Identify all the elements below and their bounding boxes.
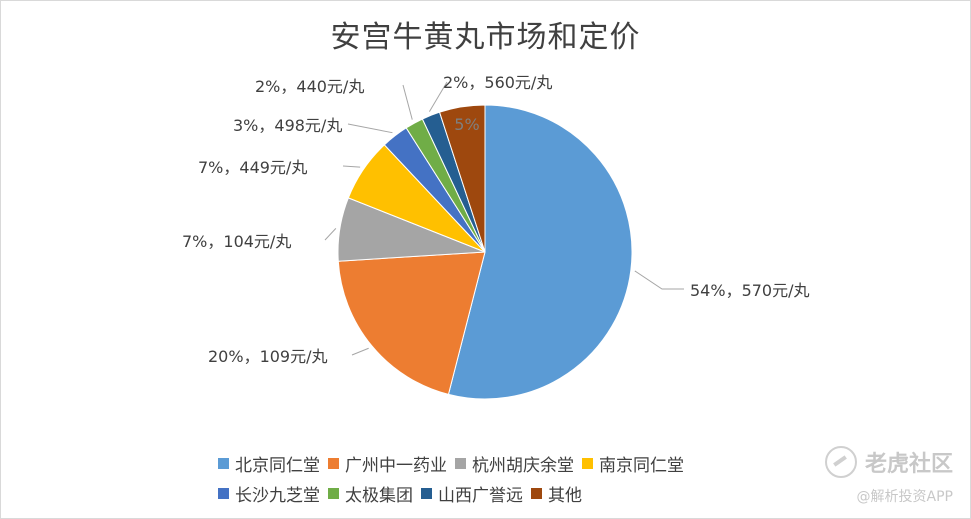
legend-item: 南京同仁堂 (582, 451, 684, 476)
legend-item: 太极集团 (328, 481, 413, 506)
leader-line (342, 165, 361, 168)
legend-swatch (218, 457, 229, 469)
pie-slice (337, 251, 486, 395)
legend-swatch (328, 487, 339, 499)
legend-swatch (582, 457, 593, 469)
data-label: 20%，109元/丸 (208, 347, 328, 366)
watermark: 老虎社区 @解析投资APP (824, 446, 953, 506)
legend-item: 广州中一药业 (328, 451, 447, 476)
legend-swatch (218, 487, 229, 499)
data-labels: 54%，570元/丸 20%，109元/丸 7%，104元/丸 7%，449元/丸 3%… (182, 73, 810, 366)
data-label: 2%，440元/丸 (255, 77, 364, 96)
legend-item: 其他 (531, 481, 582, 506)
data-label: 7%，449元/丸 (198, 158, 307, 177)
watermark-brand: 老虎社区 (864, 452, 953, 477)
chart-title: 安宫牛黄丸市场和定价 (330, 20, 641, 55)
legend-label: 太极集团 (345, 485, 413, 506)
data-label: 2%，560元/丸 (443, 73, 552, 92)
watermark-logo: 老虎社区 (824, 446, 953, 478)
legend-swatch (531, 487, 542, 499)
leader-line (634, 270, 684, 290)
legend-item: 长沙九芝堂 (218, 481, 320, 506)
data-label: 3%，498元/丸 (233, 116, 342, 135)
legend-item: 山西广誉远 (421, 481, 523, 506)
legend-row: 北京同仁堂 广州中一药业 杭州胡庆余堂 南京同仁堂 (218, 448, 778, 478)
tiger-logo-icon (824, 446, 857, 478)
legend-label: 杭州胡庆余堂 (472, 455, 574, 476)
watermark-handle: @解析投资APP (856, 489, 953, 505)
leader-line (351, 347, 369, 356)
data-label: 5% (454, 115, 479, 134)
legend-label: 广州中一药业 (345, 455, 447, 476)
legend-label: 北京同仁堂 (235, 455, 320, 476)
data-label: 7%，104元/丸 (182, 232, 291, 251)
leader-line (324, 228, 337, 241)
pie-slices (337, 104, 633, 400)
legend-label: 其他 (548, 485, 582, 506)
pie-slice (438, 104, 486, 253)
legend-swatch (421, 487, 432, 499)
leader-lines (324, 81, 684, 356)
legend-swatch (455, 457, 466, 469)
leader-line (428, 81, 448, 112)
legend-label: 山西广誉远 (438, 485, 523, 506)
legend-item: 北京同仁堂 (218, 451, 320, 476)
leader-line (402, 84, 413, 120)
legend-item: 杭州胡庆余堂 (455, 451, 574, 476)
legend-label: 南京同仁堂 (599, 455, 684, 476)
pie-slice (447, 104, 633, 400)
data-label: 54%，570元/丸 (690, 281, 810, 300)
legend-row: 长沙九芝堂 太极集团 山西广誉远 其他 (218, 478, 778, 508)
legend-swatch (328, 457, 339, 469)
legend-label: 长沙九芝堂 (235, 485, 320, 506)
chart-legend: 北京同仁堂 广州中一药业 杭州胡庆余堂 南京同仁堂 长沙九芝堂 太极集团 山西广誉远 其他 (218, 448, 778, 508)
leader-line (347, 123, 393, 134)
